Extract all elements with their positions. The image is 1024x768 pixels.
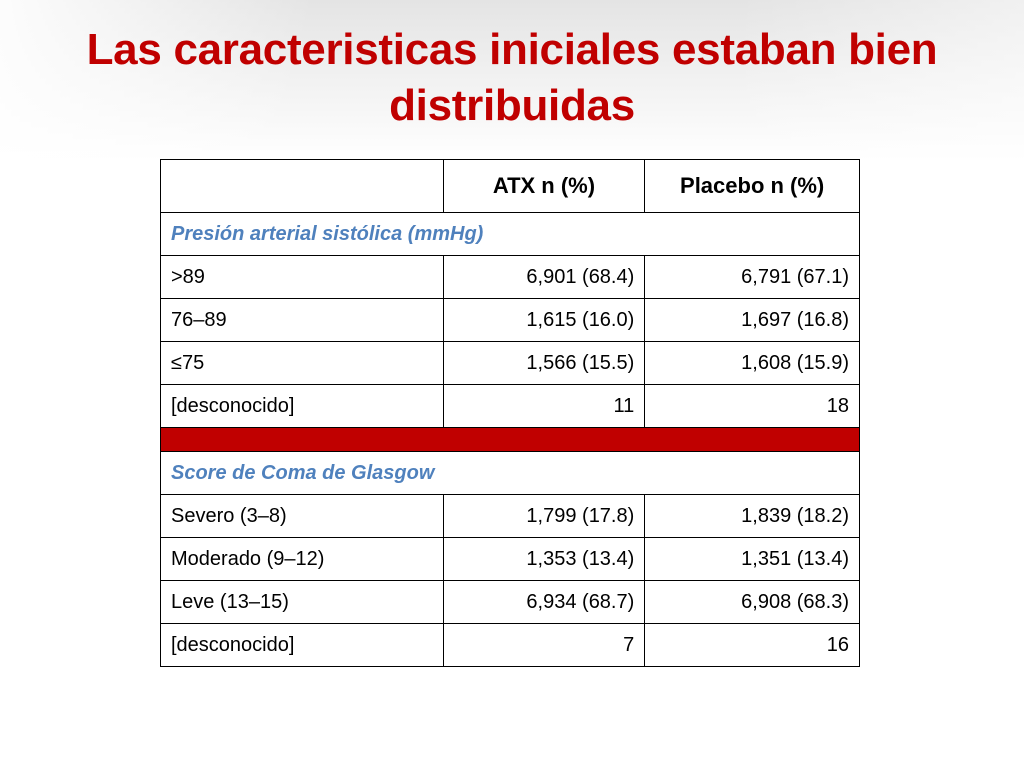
section-heading-row: Score de Coma de Glasgow [160, 451, 860, 495]
atx-value: 7 [442, 623, 646, 667]
row-label: Leve (13–15) [160, 580, 444, 624]
slide-title: Las caracteristicas iniciales estaban bi… [86, 25, 938, 130]
table-header-row: ATX n (%) Placebo n (%) [160, 159, 860, 213]
row-label: ≤75 [160, 341, 444, 385]
placebo-value: 1,839 (18.2) [644, 494, 860, 538]
row-label: Severo (3–8) [160, 494, 444, 538]
section-separator-row [160, 427, 860, 452]
header-atx: ATX n (%) [442, 159, 646, 213]
table-row: ≤75 1,566 (15.5) 1,608 (15.9) [160, 341, 860, 385]
row-label: [desconocido] [160, 623, 444, 667]
header-empty-cell [160, 159, 444, 213]
baseline-characteristics-table: ATX n (%) Placebo n (%) Presión arterial… [160, 159, 860, 667]
placebo-value: 1,608 (15.9) [644, 341, 860, 385]
table-row: >89 6,901 (68.4) 6,791 (67.1) [160, 255, 860, 299]
atx-value: 11 [442, 384, 646, 428]
table-row: Severo (3–8) 1,799 (17.8) 1,839 (18.2) [160, 494, 860, 538]
atx-value: 1,566 (15.5) [442, 341, 646, 385]
row-label: Moderado (9–12) [160, 537, 444, 581]
table-row: [desconocido] 11 18 [160, 384, 860, 428]
section-heading-row: Presión arterial sistólica (mmHg) [160, 212, 860, 256]
row-label: >89 [160, 255, 444, 299]
table-row: 76–89 1,615 (16.0) 1,697 (16.8) [160, 298, 860, 342]
placebo-value: 6,908 (68.3) [644, 580, 860, 624]
section-heading-blood-pressure: Presión arterial sistólica (mmHg) [160, 212, 860, 256]
header-band [0, 0, 1024, 160]
row-label: [desconocido] [160, 384, 444, 428]
atx-value: 1,353 (13.4) [442, 537, 646, 581]
table-row: Leve (13–15) 6,934 (68.7) 6,908 (68.3) [160, 580, 860, 624]
placebo-value: 6,791 (67.1) [644, 255, 860, 299]
placebo-value: 1,351 (13.4) [644, 537, 860, 581]
atx-value: 1,615 (16.0) [442, 298, 646, 342]
section-heading-glasgow: Score de Coma de Glasgow [160, 451, 860, 495]
placebo-value: 1,697 (16.8) [644, 298, 860, 342]
section-separator [160, 427, 860, 452]
atx-value: 6,934 (68.7) [442, 580, 646, 624]
header-placebo: Placebo n (%) [644, 159, 860, 213]
placebo-value: 18 [644, 384, 860, 428]
atx-value: 6,901 (68.4) [442, 255, 646, 299]
table-row: [desconocido] 7 16 [160, 623, 860, 667]
table-row: Moderado (9–12) 1,353 (13.4) 1,351 (13.4… [160, 537, 860, 581]
atx-value: 1,799 (17.8) [442, 494, 646, 538]
row-label: 76–89 [160, 298, 444, 342]
placebo-value: 16 [644, 623, 860, 667]
